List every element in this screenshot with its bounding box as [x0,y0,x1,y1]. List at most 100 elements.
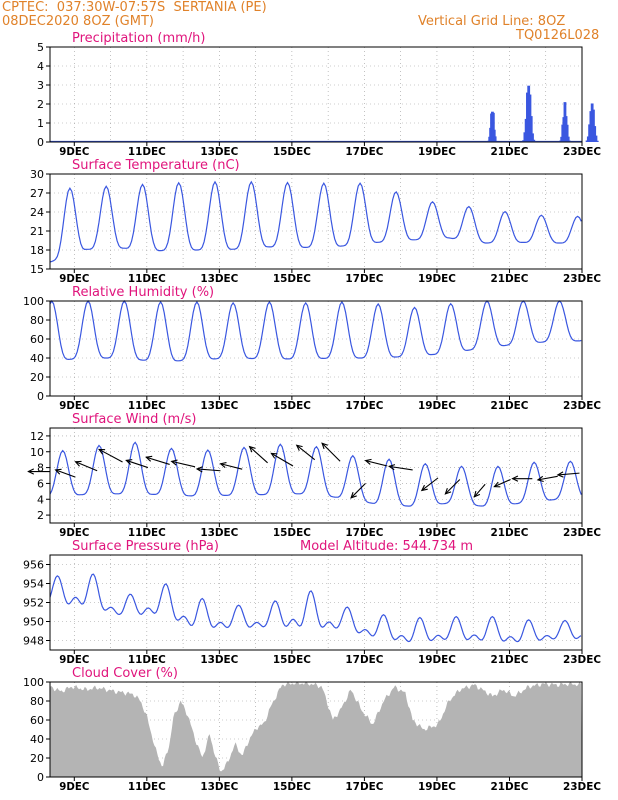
x-tick-label: 15DEC [273,399,311,412]
model-altitude-label: Model Altitude: 544.734 m [300,539,473,554]
precip-bar [531,133,534,142]
wind-arrow-head [295,444,303,451]
wind-arrow [98,448,123,463]
wind-arrow [444,479,461,495]
wind-arrow-head [420,484,428,492]
precip-bar [492,129,496,142]
wind-arrow [197,468,221,472]
y-tick-label: 10 [30,446,44,459]
series-line [49,441,582,507]
y-tick-label: 40 [30,352,44,365]
y-tick-label: 0 [37,771,44,784]
y-tick-label: 100 [23,295,44,308]
y-tick-label: 4 [37,493,44,506]
series-line [49,180,582,263]
x-tick-label: 11DEC [128,145,166,158]
wind-arrow-head [350,491,357,499]
y-tick-label: 15 [30,263,44,276]
x-tick-label: 9DEC [59,145,89,158]
y-tick-label: 2 [37,98,44,111]
wind-arrow-head [536,475,544,483]
wind-arrow-head [219,462,227,469]
wind-arrow [171,460,196,468]
precip-bar [592,109,595,142]
x-tick-label: 23DEC [563,526,601,539]
wind-arrow-head [98,448,106,455]
wind-arrow [557,472,580,476]
wind-arrow-head [125,459,133,465]
y-tick-label: 80 [30,695,44,708]
header-run-line: 08DEC2020 8OZ (GMT) [2,14,154,29]
precip-bar [491,112,495,142]
x-tick-label: 11DEC [128,780,166,793]
wind-arrow [350,483,366,499]
wind-arrow-head [556,471,564,478]
wind-arrow-head [387,464,396,471]
x-tick-label: 19DEC [418,780,456,793]
y-tick-label: 27 [30,187,44,200]
precip-bar [595,140,599,142]
y-tick-label: 2 [37,509,44,522]
header-grid-note: Vertical Grid Line: 8OZ [418,14,566,29]
precip-bar [529,116,533,142]
x-tick-label: 23DEC [563,399,601,412]
header-station-line: CPTEC: 037:30W-07:57S SERTANIA (PE) [2,0,267,15]
x-tick-label: 9DEC [59,272,89,285]
x-tick-label: 11DEC [128,272,166,285]
wind-arrow [55,469,76,478]
x-tick-label: 17DEC [345,526,383,539]
wind-arrow-head [195,466,203,473]
x-tick-label: 19DEC [418,145,456,158]
y-tick-label: 3 [37,79,44,92]
series-line [49,299,582,362]
x-tick-label: 15DEC [273,653,311,666]
precip-bar [593,126,597,142]
x-tick-label: 23DEC [563,653,601,666]
y-tick-label: 5 [37,41,44,54]
plot-frame [49,300,583,397]
y-tick-label: 948 [23,635,44,648]
wind-arrow [75,461,98,472]
y-tick-label: 60 [30,714,44,727]
y-tick-label: 1 [37,117,44,130]
y-tick-label: 30 [30,168,44,181]
x-tick-label: 15DEC [273,526,311,539]
wind-arrow [271,452,294,467]
panel-title: Precipitation (mm/h) [72,31,205,46]
x-tick-label: 19DEC [418,399,456,412]
plot-frame [49,554,583,651]
x-tick-label: 11DEC [128,399,166,412]
wind-arrow [494,478,511,488]
x-tick-label: 15DEC [273,145,311,158]
x-tick-label: 19DEC [418,526,456,539]
y-tick-label: 952 [23,597,44,610]
y-tick-label: 21 [30,225,44,238]
y-tick-label: 40 [30,733,44,746]
panel-title: Surface Pressure (hPa) [72,539,219,554]
y-tick-label: 12 [30,430,44,443]
wind-arrow [389,465,413,471]
wind-arrow [296,444,316,461]
wind-arrow-head [27,468,35,475]
x-tick-label: 15DEC [273,780,311,793]
y-tick-label: 20 [30,371,44,384]
y-tick-label: 60 [30,333,44,346]
x-tick-label: 23DEC [563,780,601,793]
series-line [49,573,582,643]
x-tick-label: 17DEC [345,653,383,666]
wind-arrow [321,442,341,462]
header-model-code: TQ0126L028 [516,28,600,43]
x-tick-label: 13DEC [200,272,238,285]
x-tick-label: 9DEC [59,780,89,793]
x-tick-label: 11DEC [128,526,166,539]
plot-frame [49,427,583,524]
x-tick-label: 11DEC [128,653,166,666]
wind-arrow-head [444,488,452,495]
wind-arrow [421,477,439,491]
x-tick-label: 9DEC [59,526,89,539]
x-tick-label: 17DEC [345,272,383,285]
y-tick-label: 24 [30,206,44,219]
x-tick-label: 21DEC [490,145,528,158]
wind-arrow [537,475,558,481]
wind-arrow-head [473,490,481,498]
